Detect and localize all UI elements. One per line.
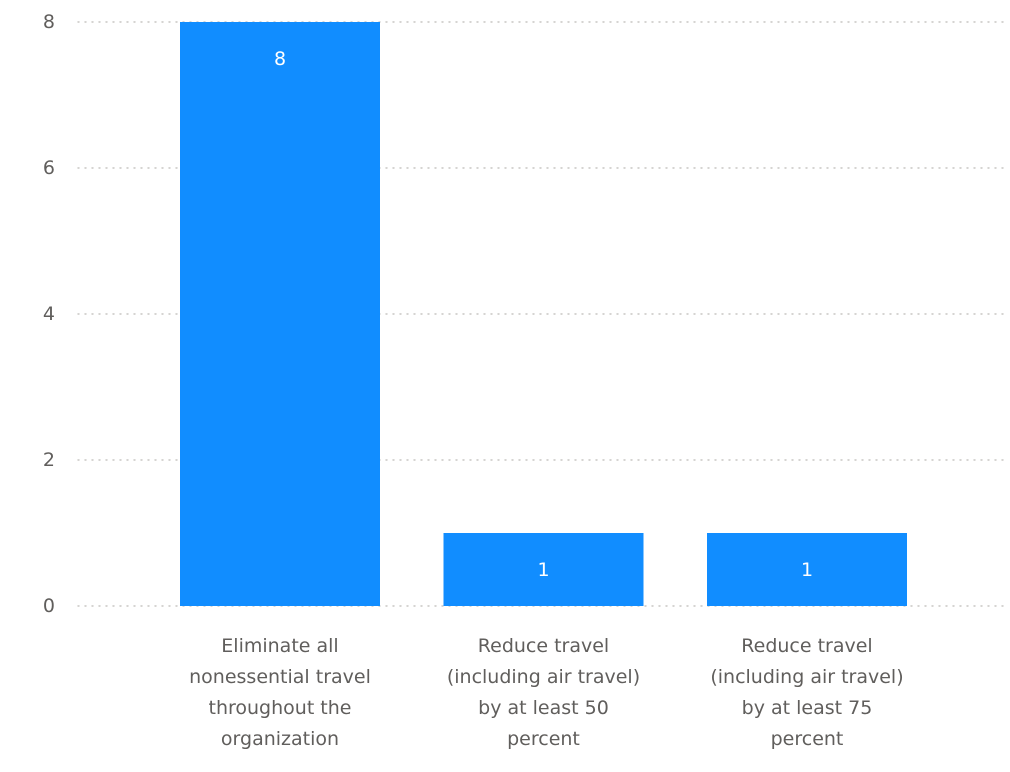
- y-tick-label: 4: [43, 303, 55, 325]
- data-label: 8: [274, 48, 286, 70]
- y-tick-label: 0: [43, 595, 55, 617]
- x-tick-label: Eliminate all nonessential travel througho…: [189, 635, 371, 750]
- y-tick-label: 2: [43, 449, 55, 471]
- x-tick-label: Reduce travel (including air travel) by at…: [447, 635, 640, 750]
- data-labels: 8 1 1: [274, 48, 813, 581]
- y-tick-label: 6: [43, 157, 55, 179]
- y-tick-label: 8: [43, 11, 55, 33]
- y-axis-tick-labels: 0 2 4 6 8: [43, 11, 55, 617]
- bar[interactable]: [707, 533, 907, 606]
- bars: [180, 22, 907, 606]
- x-tick-label: Reduce travel (including air travel) by at…: [710, 635, 903, 750]
- x-axis-tick-labels: Eliminate all nonessential travel througho…: [189, 635, 904, 750]
- bar[interactable]: [180, 22, 380, 606]
- data-label: 1: [801, 559, 813, 581]
- bar[interactable]: [443, 533, 644, 606]
- data-label: 1: [537, 559, 549, 581]
